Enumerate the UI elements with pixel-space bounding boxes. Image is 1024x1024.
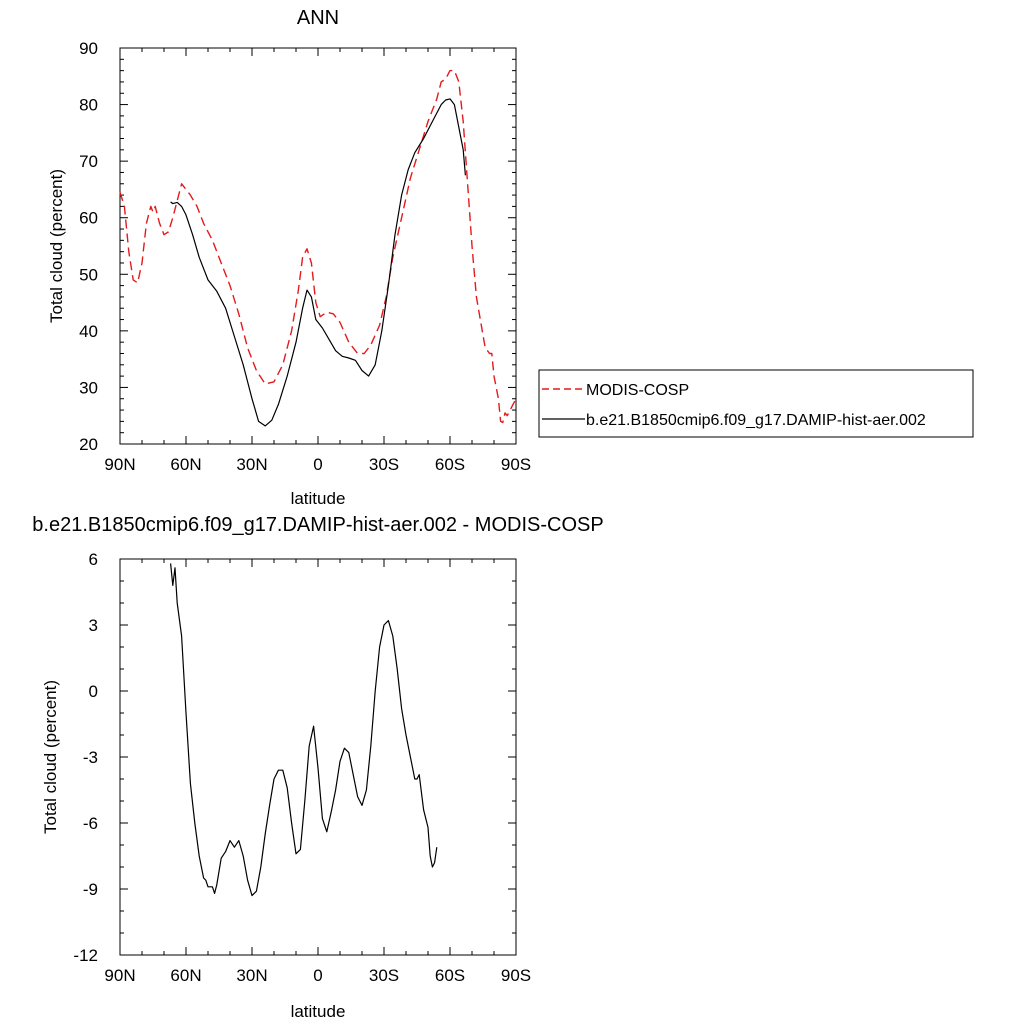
bottom-y-tick-label: -6 <box>83 814 98 833</box>
bottom-series-lines <box>170 563 438 897</box>
bottom-series-line-0 <box>170 563 438 897</box>
top-x-tick-label: 60S <box>435 455 465 474</box>
bottom-y-tick-label: -3 <box>83 748 98 767</box>
bottom-x-tick-label: 30S <box>369 966 399 985</box>
top-x-tick-label: 60N <box>170 455 201 474</box>
top-chart-panel: ANN 90N 60N 30N 0 30S 60S 90S 20 30 40 50 60 70 80 90… <box>47 7 531 508</box>
top-x-tick-label: 90N <box>104 455 135 474</box>
top-y-tick-label: 80 <box>79 96 98 115</box>
top-series-line-1 <box>170 98 466 427</box>
top-x-ticks: 90N 60N 30N 0 30S 60S 90S <box>104 48 531 474</box>
top-chart-legend: MODIS-COSP b.e21.B1850cmip6.f09_g17.DAMI… <box>538 369 974 438</box>
bottom-chart-panel: b.e21.B1850cmip6.f09_g17.DAMIP-hist-aer.… <box>32 514 603 1021</box>
top-y-ticks: 20 30 40 50 60 70 80 90 <box>79 39 516 454</box>
top-x-tick-label: 30S <box>369 455 399 474</box>
legend-box <box>538 369 974 438</box>
legend-label-modis: MODIS-COSP <box>586 382 689 399</box>
top-y-tick-label: 90 <box>79 39 98 58</box>
top-y-tick-label: 20 <box>79 435 98 454</box>
top-y-tick-label: 50 <box>79 265 98 284</box>
top-y-tick-label: 70 <box>79 152 98 171</box>
top-chart-title: ANN <box>297 7 339 29</box>
bottom-y-ticks: -12 -9 -6 -3 0 3 6 <box>73 550 516 965</box>
bottom-chart-title: b.e21.B1850cmip6.f09_g17.DAMIP-hist-aer.… <box>32 514 603 536</box>
bottom-x-ticks: 90N 60N 30N 0 30S 60S 90S <box>104 559 531 985</box>
top-x-axis-title: latitude <box>291 489 346 508</box>
bottom-y-axis-title: Total cloud (percent) <box>41 680 60 834</box>
bottom-y-tick-label: -9 <box>83 880 98 899</box>
legend-label-model: b.e21.B1850cmip6.f09_g17.DAMIP-hist-aer.… <box>586 412 926 429</box>
top-x-tick-label: 0 <box>313 455 322 474</box>
top-x-tick-label: 90S <box>501 455 531 474</box>
bottom-y-tick-label: 3 <box>89 616 98 635</box>
bottom-x-tick-label: 0 <box>313 966 322 985</box>
bottom-y-tick-label: 0 <box>89 682 98 701</box>
bottom-x-tick-label: 90N <box>104 966 135 985</box>
bottom-x-tick-label: 60S <box>435 966 465 985</box>
top-series-lines <box>119 69 517 427</box>
top-y-tick-label: 60 <box>79 209 98 228</box>
bottom-y-tick-label: 6 <box>89 550 98 569</box>
top-plot-frame <box>119 47 517 445</box>
bottom-y-tick-label: -12 <box>73 946 98 965</box>
bottom-x-tick-label: 30N <box>236 966 267 985</box>
top-x-tick-label: 30N <box>236 455 267 474</box>
bottom-x-tick-label: 60N <box>170 966 201 985</box>
bottom-x-tick-label: 90S <box>501 966 531 985</box>
top-y-axis-title: Total cloud (percent) <box>47 169 66 323</box>
top-y-tick-label: 40 <box>79 322 98 341</box>
top-y-tick-label: 30 <box>79 378 98 397</box>
top-series-line-0 <box>119 69 517 424</box>
bottom-x-axis-title: latitude <box>291 1002 346 1021</box>
